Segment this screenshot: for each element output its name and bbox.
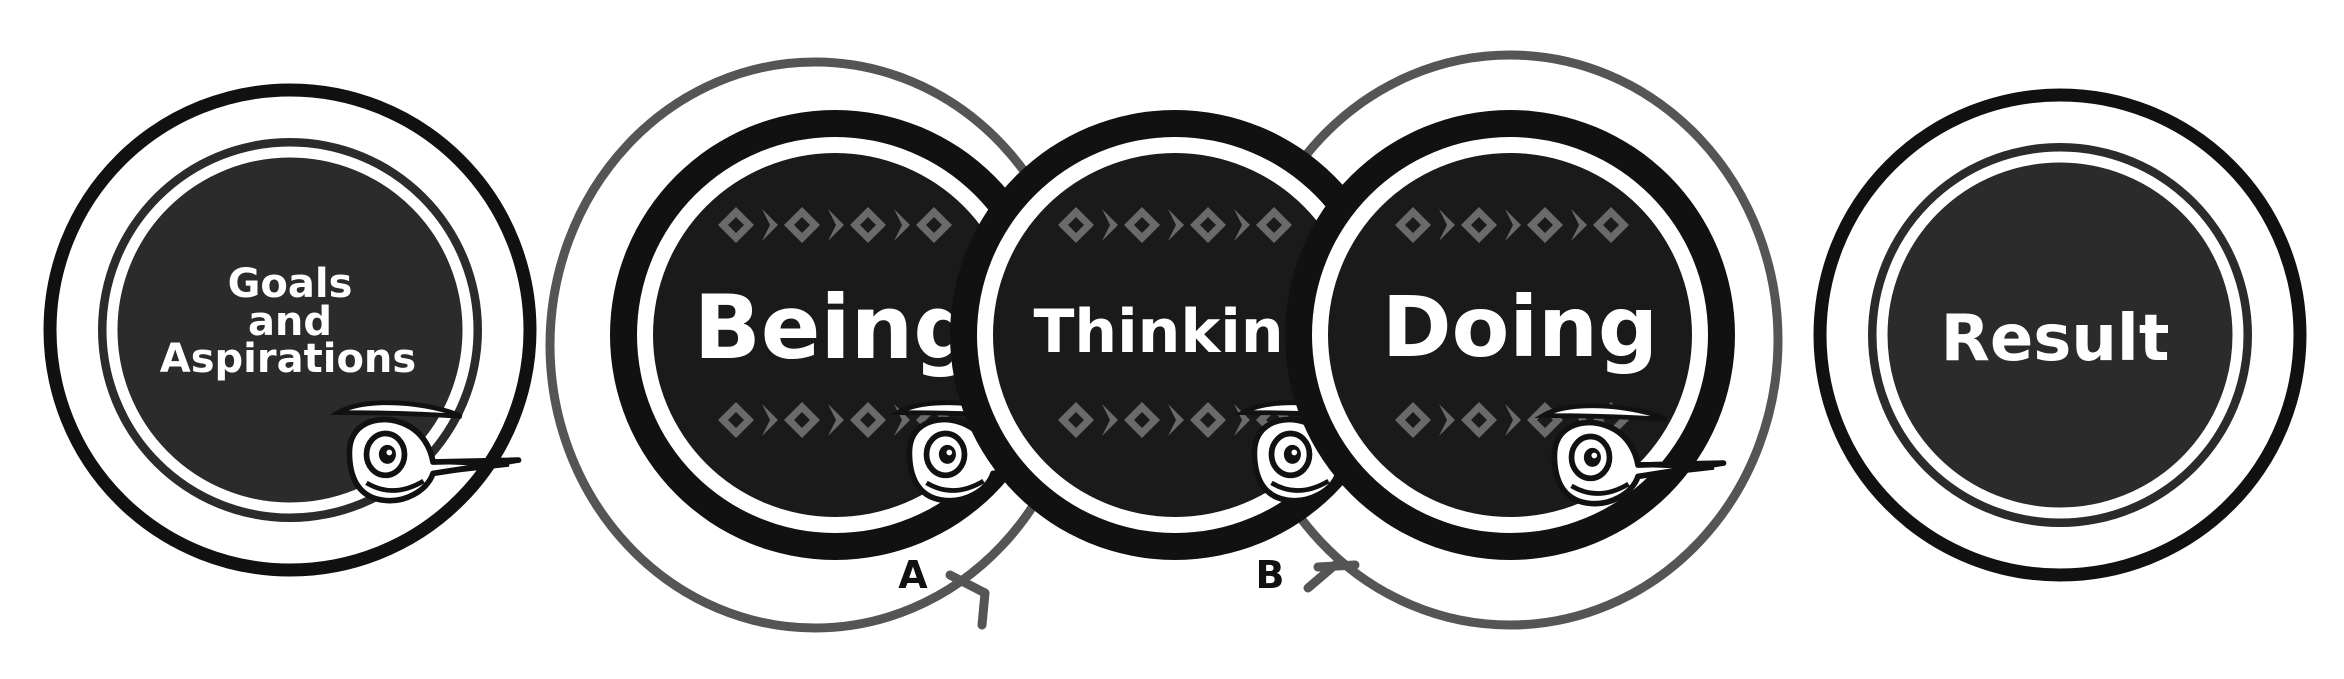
node-result: Result: [1813, 88, 2307, 582]
loop-b-arrow: [1303, 560, 1360, 593]
node-result-label: Result: [1941, 302, 2170, 376]
node-goals-line-1: Goals: [228, 261, 353, 307]
node-thinking: Thinking: [950, 110, 1424, 560]
node-goals: Goals and Aspirations: [43, 83, 537, 577]
node-doing: Doing: [1285, 110, 1735, 560]
node-being: Being: [610, 110, 1079, 560]
loop-a-arrow: [945, 570, 990, 630]
node-thinking-label: Thinking: [1033, 297, 1326, 367]
node-being-label: Being: [694, 276, 977, 379]
loop-a-label: A: [898, 553, 928, 597]
loop-b-label: B: [1256, 553, 1285, 597]
node-goals-line-2: and: [248, 299, 332, 345]
node-doing-label: Doing: [1382, 278, 1658, 376]
node-goals-line-3: Aspirations: [160, 336, 416, 382]
